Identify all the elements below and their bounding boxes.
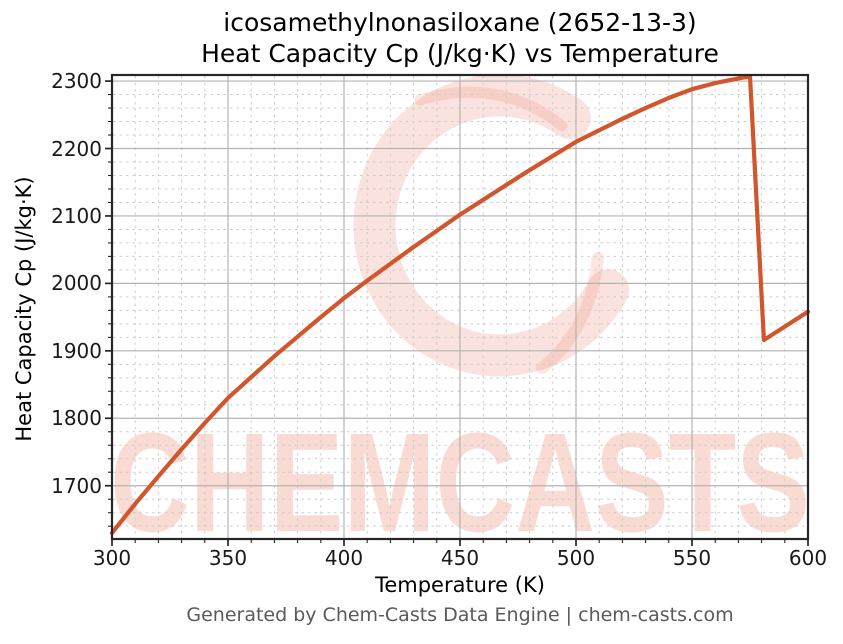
chemcasts-swirl-fleck-top-icon: [414, 86, 568, 132]
x-tick-label: 300: [92, 546, 132, 570]
y-tick-label: 1900: [51, 338, 102, 363]
y-axis-label: Heat Capacity Cp (J/kg·K): [12, 176, 36, 442]
y-tick-label: 2100: [51, 203, 102, 228]
data-series-line: [109, 74, 811, 536]
chart-title: icosamethylnonasiloxane (2652-13-3): [223, 8, 697, 37]
axes-spines: [110, 73, 810, 541]
y-tick-label: 2300: [51, 69, 102, 94]
chemcasts-swirl-fleck-right-icon: [536, 252, 604, 374]
x-tick-label: 350: [208, 546, 248, 570]
gridlines-and-curve-layer: [105, 73, 811, 546]
y-tick-label: 1700: [51, 473, 102, 498]
chart-subtitle: Heat Capacity Cp (J/kg·K) vs Temperature: [201, 39, 719, 68]
x-tick-label: 600: [788, 546, 828, 570]
x-axis-label: Temperature (K): [375, 573, 545, 597]
x-tick-label: 550: [672, 546, 712, 570]
chemcasts-swirl-watermark-icon: [353, 74, 629, 377]
x-tick-label: 400: [324, 546, 364, 570]
y-tick-label: 2200: [51, 136, 102, 161]
footer-credit: Generated by Chem-Casts Data Engine | ch…: [186, 604, 734, 626]
y-tick-label: 1800: [51, 406, 102, 431]
x-tick-label: 500: [556, 546, 596, 570]
y-tick-label: 2000: [51, 271, 102, 296]
x-tick-label: 450: [440, 546, 480, 570]
